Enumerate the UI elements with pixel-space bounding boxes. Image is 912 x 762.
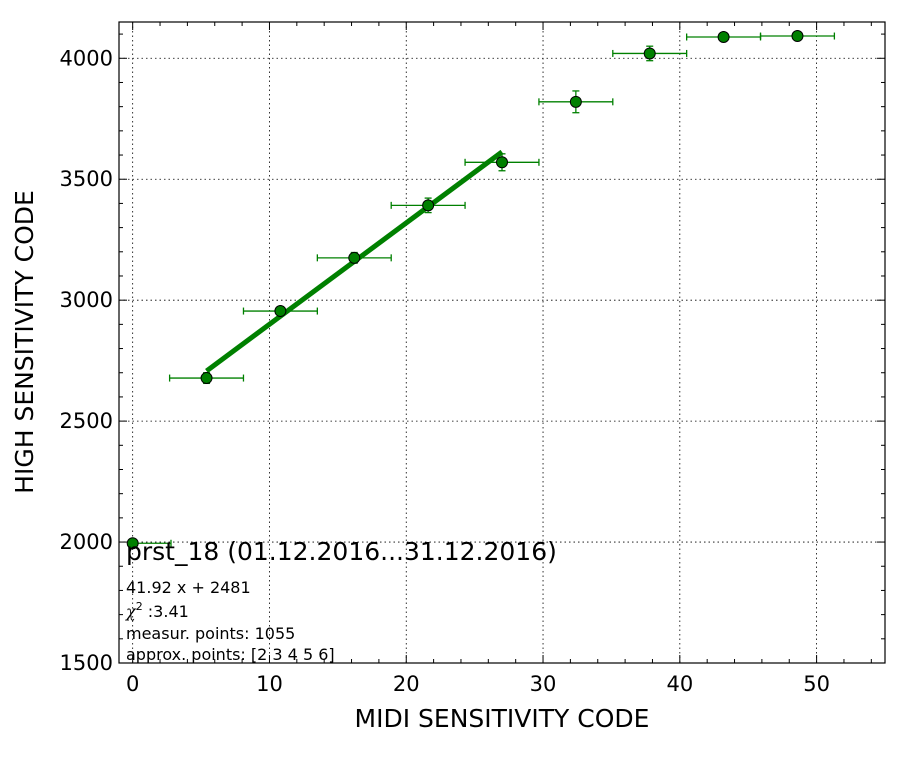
y-ticks: 1500 2000 2500 3000 3500 4000 (60, 46, 885, 675)
y-tick-label: 3000 (60, 288, 113, 312)
annotation: prst_18 (01.12.2016...31.12.2016) 41.92 … (125, 537, 557, 664)
x-tick-label: 10 (256, 672, 283, 696)
x-tick-label: 30 (530, 672, 557, 696)
grid (119, 22, 885, 663)
annotation-approx-points: approx. points: [2 3 4 5 6] (126, 645, 335, 664)
x-tick-label: 20 (393, 672, 420, 696)
data-point (274, 305, 287, 318)
y-tick-label: 3500 (60, 167, 113, 191)
data-point (496, 156, 508, 169)
minor-ticks (119, 22, 885, 663)
data-point (348, 251, 361, 264)
y-axis-title: HIGH SENSITIVITY CODE (10, 190, 39, 494)
data-point (200, 372, 213, 385)
y-tick-label: 4000 (60, 46, 113, 70)
y-tick-label: 2000 (60, 530, 113, 554)
chi-superscript: 2 (136, 600, 143, 613)
chi-value: :3.41 (143, 602, 189, 621)
data-points (126, 30, 804, 550)
annotation-chi-square: χ2 :3.41 (125, 600, 189, 621)
chi-symbol: χ (125, 602, 137, 621)
x-tick-label: 0 (126, 672, 139, 696)
y-tick-label: 1500 (60, 651, 113, 675)
annotation-title: prst_18 (01.12.2016...31.12.2016) (126, 537, 557, 566)
error-bars (132, 32, 836, 547)
data-point (569, 95, 582, 108)
y-tick-label: 2500 (60, 409, 113, 433)
x-tick-label: 40 (666, 672, 693, 696)
x-axis-title: MIDI SENSITIVITY CODE (355, 704, 650, 733)
x-ticks: 0 10 20 30 40 50 (126, 22, 830, 696)
plot-frame (118, 21, 886, 664)
data-point (791, 30, 804, 43)
data-point (717, 30, 730, 43)
annotation-equation: 41.92 x + 2481 (126, 578, 251, 597)
x-tick-label: 50 (803, 672, 830, 696)
annotation-measur-points: measur. points: 1055 (126, 624, 295, 643)
data-point (422, 199, 435, 212)
data-point (126, 537, 139, 550)
data-point (643, 47, 656, 60)
